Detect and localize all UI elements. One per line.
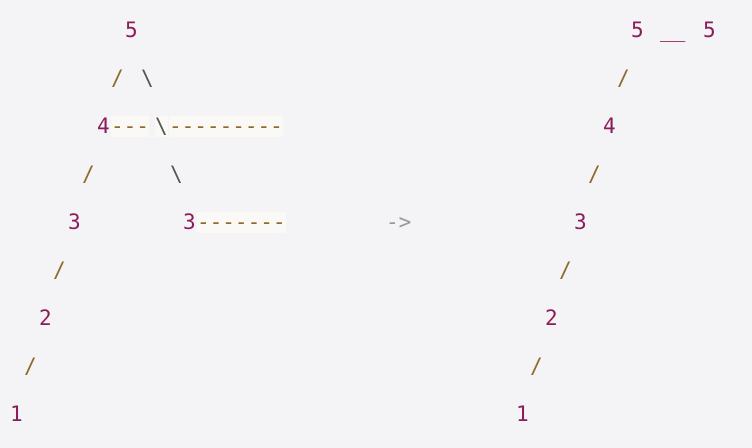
right-edge-5-4: / [617,66,630,90]
left-edge-2-1: / [24,354,37,378]
right-node-4: 4 [603,114,616,138]
right-link-5-5: __ [660,18,686,42]
right-node-1: 1 [516,402,529,426]
left-node-5: 5 [125,18,138,42]
left-node-2: 2 [39,306,52,330]
left-dash-3: ------- [197,210,286,234]
left-node-3a: 3 [68,210,81,234]
transform-arrow: -> [386,210,412,234]
right-node-5a: 5 [631,18,644,42]
left-node-4: 4 [97,114,110,138]
right-edge-3-2: / [559,258,572,282]
left-edge-5-4: / [111,66,124,90]
right-node-2: 2 [545,306,558,330]
left-edge-4-3: / [82,162,95,186]
left-edge-3-2: / [53,258,66,282]
right-node-3: 3 [574,210,587,234]
left-edge-5-3: \ [141,66,154,90]
left-node-3b: 3 [183,210,196,234]
left-edge-5-3b: \ [170,162,183,186]
left-edge-4-backslash: \ [155,114,168,138]
left-dash-4-long: --------- [169,114,283,138]
right-node-5b: 5 [703,18,716,42]
left-node-1: 1 [10,402,23,426]
right-edge-4-3: / [588,162,601,186]
right-edge-2-1: / [530,354,543,378]
left-dash-4-short: --- [111,114,149,138]
